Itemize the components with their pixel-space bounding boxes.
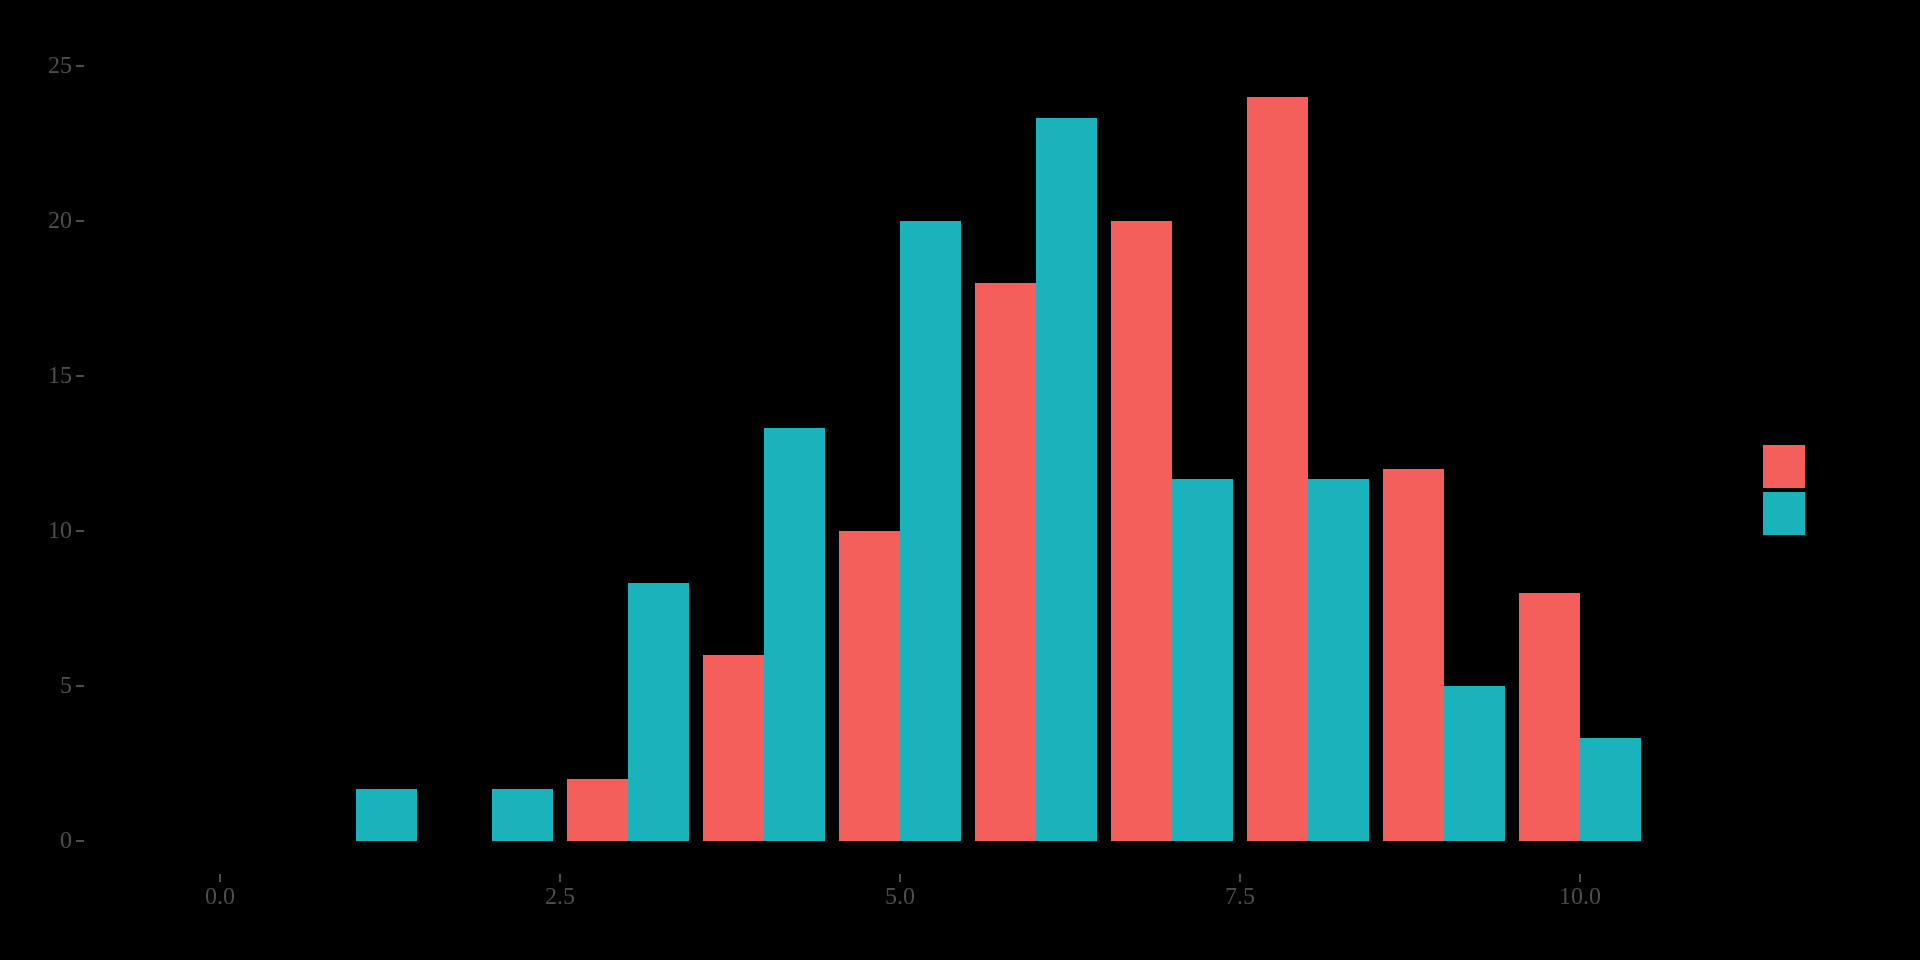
y-tick-label: 15 <box>48 363 72 389</box>
x-tick-label: 10.0 <box>1559 884 1601 910</box>
x-tick-mark <box>899 874 901 882</box>
x-tick-label: 0.0 <box>205 884 235 910</box>
x-tick-mark <box>559 874 561 882</box>
histogram-bar-teal <box>1172 479 1234 841</box>
y-tick-mark <box>76 65 84 67</box>
y-tick-label: 10 <box>48 518 72 544</box>
y-tick-label: 25 <box>48 53 72 79</box>
histogram-bar-teal <box>1308 479 1370 841</box>
y-tick-label: 5 <box>60 673 72 699</box>
legend-swatch-teal <box>1763 492 1805 535</box>
y-tick-mark <box>76 375 84 377</box>
x-tick-mark <box>1579 874 1581 882</box>
histogram-bar-red <box>1246 97 1308 841</box>
x-tick-mark <box>219 874 221 882</box>
histogram-bar-teal <box>1580 737 1642 841</box>
histogram-bar-red <box>1110 221 1172 841</box>
y-tick-mark <box>76 685 84 687</box>
histogram-bar-red <box>702 655 764 841</box>
histogram-bar-red <box>1518 593 1580 841</box>
histogram-bar-teal <box>1036 117 1098 841</box>
histogram-bar-teal <box>356 789 418 841</box>
y-tick-mark <box>76 530 84 532</box>
histogram-bar-teal <box>900 221 962 841</box>
x-tick-label: 2.5 <box>545 884 575 910</box>
y-tick-label: 0 <box>60 828 72 854</box>
x-tick-mark <box>1239 874 1241 882</box>
histogram-bar-red <box>838 531 900 841</box>
histogram-bar-teal <box>492 789 554 841</box>
x-tick-label: 7.5 <box>1225 884 1255 910</box>
histogram-bar-teal <box>1444 686 1506 841</box>
histogram-bar-red <box>1382 469 1444 841</box>
y-tick-label: 20 <box>48 208 72 234</box>
histogram-bar-teal <box>764 427 826 841</box>
y-tick-mark <box>76 840 84 842</box>
y-tick-mark <box>76 220 84 222</box>
histogram-bar-red <box>974 283 1036 841</box>
histogram-bar-red <box>566 779 628 841</box>
histogram-bar-teal <box>628 582 690 841</box>
x-tick-label: 5.0 <box>885 884 915 910</box>
legend-swatch-red <box>1763 445 1805 488</box>
